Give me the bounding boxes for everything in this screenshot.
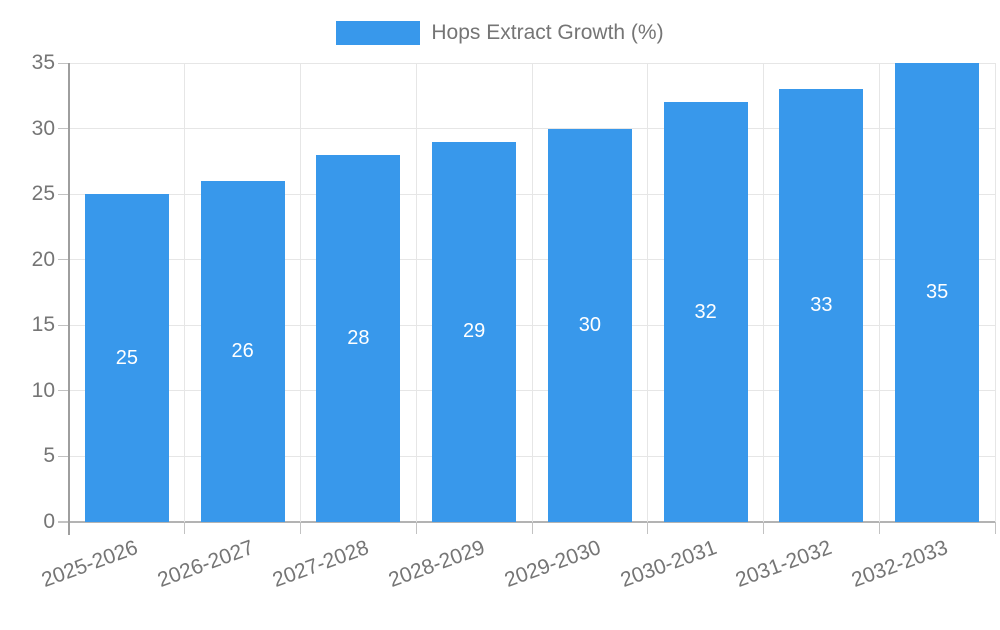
bar[interactable]: 28 xyxy=(316,154,401,522)
x-axis-tick-label: 2031-2032 xyxy=(732,536,836,592)
bar[interactable]: 25 xyxy=(84,194,169,522)
bar-value-label: 28 xyxy=(347,326,370,349)
gridline-vertical xyxy=(878,63,880,522)
y-axis-tick-label: 10 xyxy=(31,378,55,402)
x-axis-tick-mark xyxy=(531,522,533,534)
y-axis-tick-mark xyxy=(58,390,69,392)
bar-value-label: 26 xyxy=(231,340,254,362)
y-axis-tick-label: 0 xyxy=(43,510,55,533)
plot-area: 0 5 10 15 20 25 30 35 25 26 28 29 30 32 33 35 2025-2026 2… xyxy=(31,51,996,592)
bar-value-label: 32 xyxy=(694,300,717,323)
gridline-vertical xyxy=(531,63,533,522)
y-axis-tick-mark xyxy=(58,259,69,261)
x-axis-tick-mark xyxy=(184,522,186,534)
legend-label: Hops Extract Growth (%) xyxy=(431,21,664,44)
x-axis-tick-mark xyxy=(415,522,417,534)
bar[interactable]: 33 xyxy=(779,89,864,522)
bar-value-label: 30 xyxy=(578,313,601,336)
bar[interactable]: 30 xyxy=(547,128,632,522)
x-axis-tick-mark xyxy=(300,522,301,534)
bar-value-label: 35 xyxy=(926,281,949,303)
x-axis-tick-label: 2029-2030 xyxy=(501,536,604,592)
y-axis-tick-label: 15 xyxy=(31,313,55,337)
x-axis-tick-mark xyxy=(878,522,880,534)
bar[interactable]: 29 xyxy=(432,141,517,522)
gridline-vertical xyxy=(647,63,649,522)
bar-value-label: 25 xyxy=(115,346,138,369)
x-axis-tick-label: 2027-2028 xyxy=(269,536,373,592)
gridline-vertical xyxy=(415,63,417,522)
bar-value-label: 33 xyxy=(810,294,833,317)
gridline-vertical xyxy=(184,63,186,522)
y-axis-tick-label: 35 xyxy=(31,51,55,74)
y-axis-tick-mark xyxy=(58,128,69,130)
x-axis-tick-mark xyxy=(647,522,649,534)
x-axis-tick-label: 2032-2033 xyxy=(848,536,951,592)
x-axis-tick-label: 2026-2027 xyxy=(154,536,257,592)
gridline-vertical xyxy=(300,63,301,522)
y-axis-tick-mark xyxy=(58,62,69,64)
legend-swatch xyxy=(336,21,421,45)
gridline-vertical xyxy=(763,63,764,522)
y-axis-tick-mark xyxy=(58,324,69,326)
bar[interactable]: 26 xyxy=(200,181,285,522)
bar-chart: Hops Extract Growth (%) 0 5 10 15 20 25 30 35 25… xyxy=(0,20,1000,592)
bar[interactable]: 35 xyxy=(895,63,980,522)
y-axis-tick-label: 30 xyxy=(31,116,55,140)
y-axis-tick-label: 20 xyxy=(31,247,55,271)
legend[interactable]: Hops Extract Growth (%) xyxy=(0,20,1000,46)
x-axis-tick-label: 2030-2031 xyxy=(617,536,720,592)
x-axis-tick-mark xyxy=(994,522,996,534)
y-axis-tick-mark xyxy=(58,521,69,523)
gridline-vertical xyxy=(994,63,996,522)
bar[interactable]: 32 xyxy=(663,102,748,522)
x-axis-tick-label: 2028-2029 xyxy=(385,536,488,592)
bar-value-label: 29 xyxy=(463,320,486,343)
y-axis-tick-mark xyxy=(58,193,69,195)
y-axis-tick-mark xyxy=(58,455,69,457)
x-axis-tick-mark xyxy=(763,522,764,534)
y-axis-tick-label: 25 xyxy=(31,182,55,206)
y-axis-line xyxy=(68,63,70,535)
y-axis-tick-label: 5 xyxy=(43,444,55,468)
